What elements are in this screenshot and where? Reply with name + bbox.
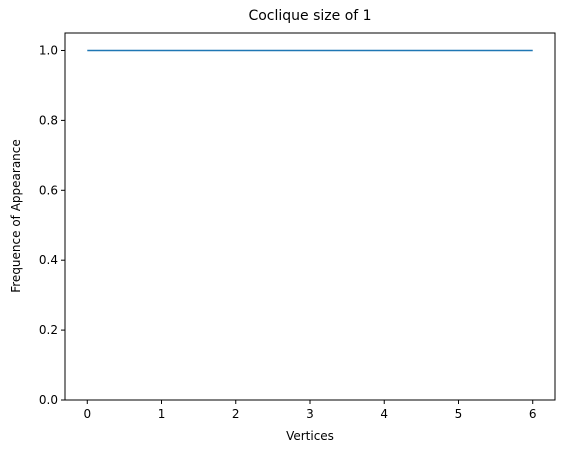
x-tick-label: 3 (306, 407, 314, 421)
y-tick-label: 0.8 (39, 113, 58, 127)
y-axis-ticks: 0.0 0.2 0.4 0.6 0.8 1.0 (39, 43, 65, 407)
x-axis-ticks: 0 1 2 3 4 5 6 (83, 400, 537, 421)
y-axis-label: Frequence of Appearance (9, 139, 23, 293)
x-tick-label: 1 (158, 407, 166, 421)
chart-title: Coclique size of 1 (248, 8, 371, 24)
y-tick-label: 0.6 (39, 183, 58, 197)
x-tick-label: 2 (232, 407, 240, 421)
x-tick-label: 6 (529, 407, 537, 421)
y-tick-label: 0.0 (39, 393, 58, 407)
x-tick-label: 5 (455, 407, 463, 421)
axes-frame (64, 32, 556, 401)
x-tick-label: 0 (83, 407, 91, 421)
y-tick-label: 1.0 (39, 43, 58, 57)
x-axis-label: Vertices (286, 429, 334, 443)
y-tick-label: 0.4 (39, 253, 58, 267)
x-tick-label: 4 (380, 407, 388, 421)
y-tick-label: 0.2 (39, 323, 58, 337)
